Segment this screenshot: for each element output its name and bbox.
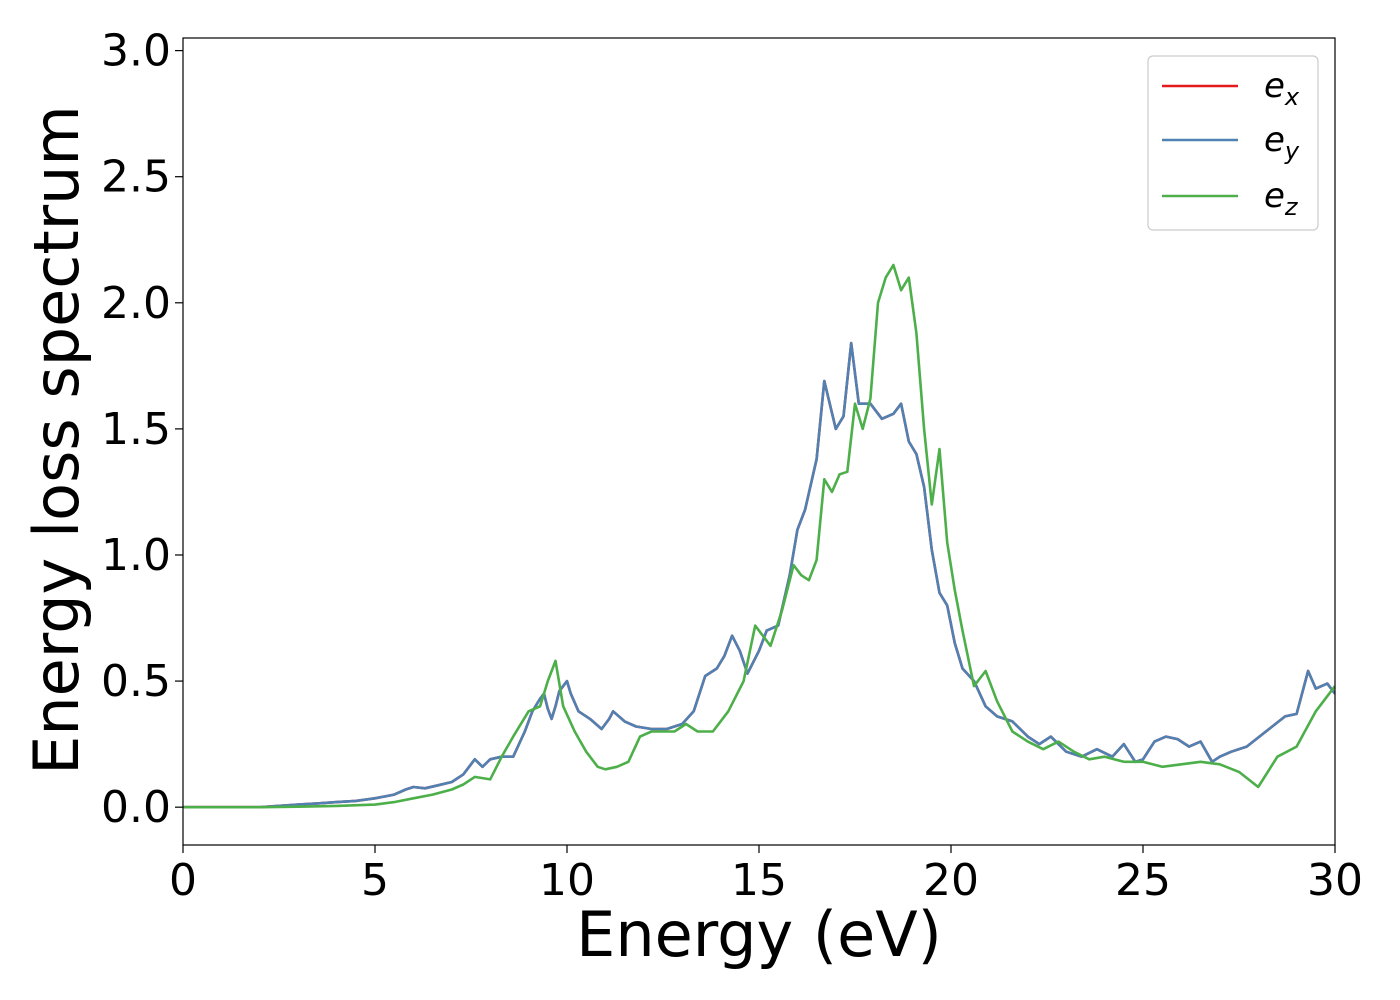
y-axis-label: Energy loss spectrum xyxy=(20,105,93,775)
y-tick-label: 0.0 xyxy=(101,782,171,833)
x-tick-label: 20 xyxy=(923,855,979,906)
series-line-z xyxy=(183,263,1335,809)
y-tick-label: 2.0 xyxy=(101,278,171,329)
legend-label-z: ez xyxy=(1264,176,1299,221)
legend-box xyxy=(1147,55,1319,231)
y-tick-label: 2.5 xyxy=(101,152,171,203)
axes-layer: 0 5 10 15 20 25 30 0.0 0.5 1.0 1.5 2.0 2.5 3.0 xyxy=(101,26,1363,906)
legend-label-y: ey xyxy=(1264,120,1300,165)
y-tick-label: 3.0 xyxy=(101,26,171,77)
y-tick-label: 1.5 xyxy=(101,404,171,455)
x-tick-label: 25 xyxy=(1115,855,1171,906)
y-tick-label: 0.5 xyxy=(101,656,171,707)
x-tick-label: 0 xyxy=(169,855,197,906)
y-tick-label: 1.0 xyxy=(101,530,171,581)
legend-label-x: ex xyxy=(1264,66,1300,111)
x-tick-label: 10 xyxy=(539,855,595,906)
x-tick-label: 5 xyxy=(361,855,389,906)
series-line-y xyxy=(183,341,1335,809)
x-tick-label: 30 xyxy=(1307,855,1363,906)
legend: ex ey ez xyxy=(1147,55,1319,231)
x-axis-label: Energy (eV) xyxy=(576,898,942,971)
series-layer xyxy=(183,263,1335,809)
x-tick-label: 15 xyxy=(731,855,787,906)
